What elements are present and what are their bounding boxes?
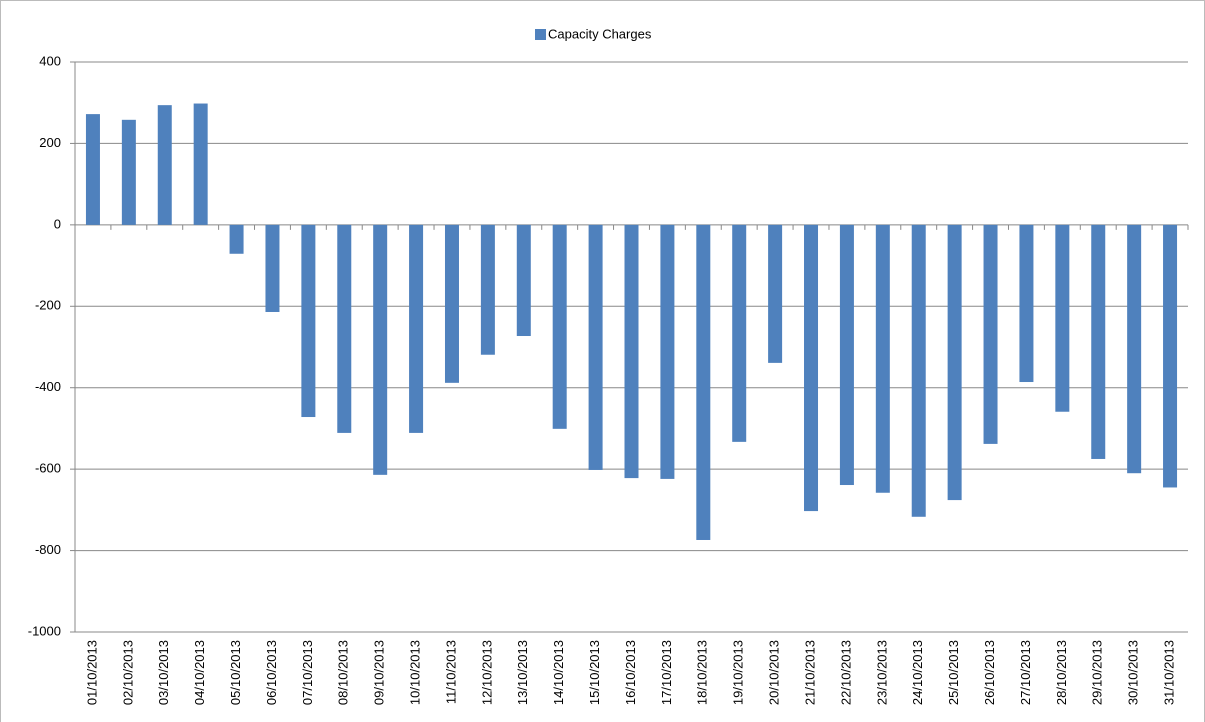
x-tick-label: 25/10/2013 [946, 640, 961, 705]
x-tick-label: 19/10/2013 [731, 640, 746, 705]
bar [732, 224, 747, 442]
legend-label: Capacity Charges [548, 26, 652, 41]
y-tick-label: 200 [39, 135, 61, 150]
x-tick-label: 24/10/2013 [910, 640, 925, 705]
bar [660, 224, 675, 479]
bar [301, 224, 316, 418]
bar [552, 224, 567, 429]
x-tick-label: 27/10/2013 [1018, 640, 1033, 705]
x-tick-label: 31/10/2013 [1161, 640, 1176, 705]
x-tick-label: 08/10/2013 [336, 640, 351, 705]
bar [373, 224, 388, 475]
bar [1127, 224, 1142, 474]
x-tick-label: 06/10/2013 [264, 640, 279, 705]
y-tick-label: -400 [35, 379, 61, 394]
x-tick-label: 23/10/2013 [874, 640, 889, 705]
x-tick-label: 21/10/2013 [802, 640, 817, 705]
y-tick-label: 0 [54, 216, 61, 231]
bar [85, 114, 100, 225]
x-tick-label: 26/10/2013 [982, 640, 997, 705]
x-tick-label: 10/10/2013 [408, 640, 423, 705]
bar [911, 224, 926, 517]
bar [768, 224, 783, 363]
y-tick-label: -1000 [28, 623, 61, 638]
x-tick-label: 04/10/2013 [192, 640, 207, 705]
x-tick-label: 05/10/2013 [228, 640, 243, 705]
x-tick-label: 28/10/2013 [1054, 640, 1069, 705]
bar [444, 224, 459, 383]
bar [588, 224, 603, 470]
x-tick-label: 18/10/2013 [695, 640, 710, 705]
x-tick-label: 22/10/2013 [838, 640, 853, 705]
x-tick-label: 01/10/2013 [84, 640, 99, 705]
x-tick-label: 15/10/2013 [587, 640, 602, 705]
y-tick-label: -600 [35, 461, 61, 476]
y-tick-label: -200 [35, 298, 61, 313]
bar [1055, 224, 1070, 412]
bar [983, 224, 998, 444]
bar [193, 103, 208, 225]
y-tick-label: 400 [39, 53, 61, 68]
bar [1019, 224, 1034, 383]
x-tick-label: 12/10/2013 [479, 640, 494, 705]
x-tick-label: 16/10/2013 [623, 640, 638, 705]
bar [875, 224, 890, 493]
x-tick-label: 29/10/2013 [1090, 640, 1105, 705]
x-tick-label: 30/10/2013 [1126, 640, 1141, 705]
bar [337, 224, 352, 433]
y-tick-label: -800 [35, 542, 61, 557]
bar [947, 224, 962, 501]
x-tick-label: 03/10/2013 [156, 640, 171, 705]
bar [121, 119, 136, 225]
x-tick-label: 20/10/2013 [767, 640, 782, 705]
bar [804, 224, 819, 512]
x-tick-label: 13/10/2013 [515, 640, 530, 705]
bar [1091, 224, 1106, 459]
bar [624, 224, 639, 479]
x-tick-label: 02/10/2013 [120, 640, 135, 705]
x-tick-label: 09/10/2013 [372, 640, 387, 705]
legend-swatch [535, 29, 546, 40]
bar [157, 105, 172, 225]
bar [480, 224, 495, 355]
bar [516, 224, 531, 337]
bar [229, 224, 244, 254]
x-tick-label: 17/10/2013 [659, 640, 674, 705]
bar [1163, 224, 1178, 488]
x-tick-label: 14/10/2013 [551, 640, 566, 705]
x-tick-label: 07/10/2013 [300, 640, 315, 705]
bar [409, 224, 424, 433]
bar [265, 224, 280, 312]
x-tick-label: 11/10/2013 [443, 640, 458, 704]
bar [696, 224, 711, 540]
bar [839, 224, 854, 486]
